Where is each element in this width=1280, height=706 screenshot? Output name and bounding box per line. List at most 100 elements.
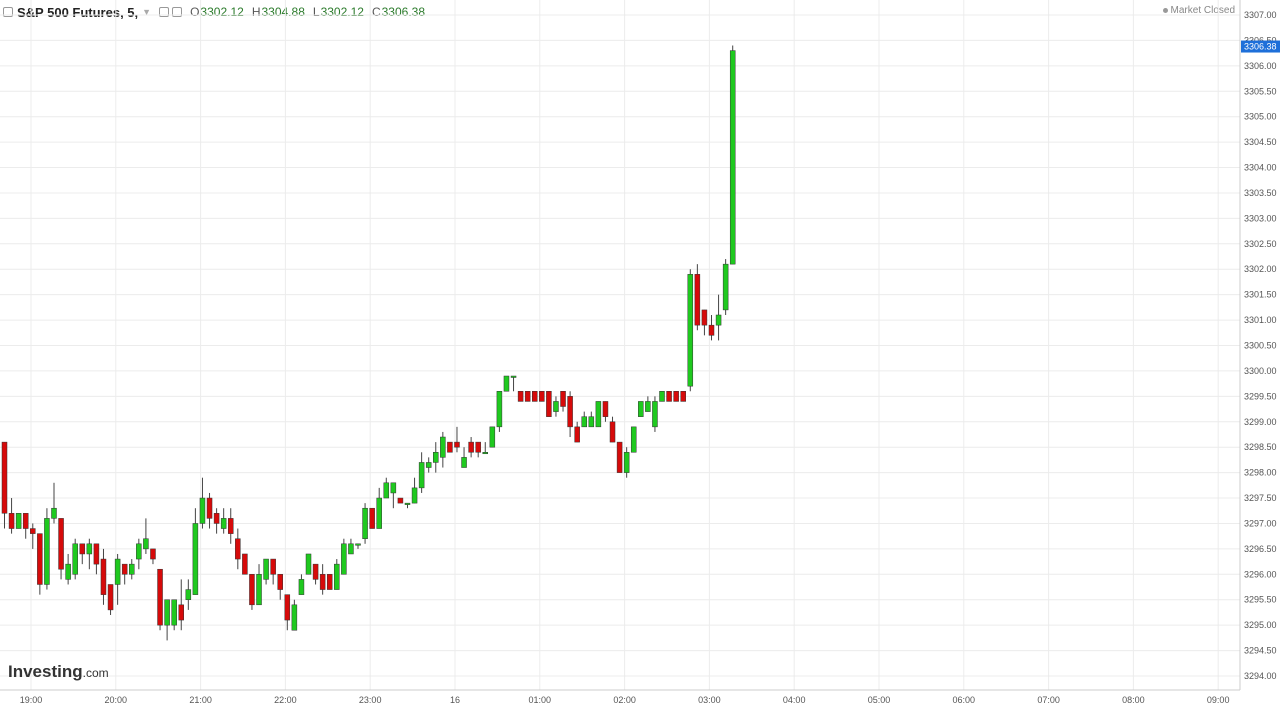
candle-body bbox=[72, 543, 78, 575]
candle-body bbox=[390, 482, 397, 494]
candle-body bbox=[588, 416, 595, 428]
candle-body bbox=[532, 391, 538, 402]
candle-body bbox=[136, 543, 142, 560]
candle-body bbox=[383, 482, 390, 499]
candle-body bbox=[312, 563, 319, 580]
y-tick-label: 3304.00 bbox=[1244, 163, 1277, 173]
candle-body bbox=[623, 452, 630, 473]
circle-icon[interactable] bbox=[172, 7, 183, 17]
candle-body bbox=[305, 553, 312, 575]
x-tick-label: 20:00 bbox=[105, 695, 128, 705]
x-tick-label: 22:00 bbox=[274, 695, 297, 705]
candle-body bbox=[468, 441, 474, 453]
candle-body bbox=[701, 309, 708, 326]
candle-body bbox=[524, 391, 531, 402]
candle-body bbox=[404, 502, 411, 505]
open-label: O bbox=[190, 5, 200, 19]
x-tick-label: 23:00 bbox=[359, 695, 382, 705]
candle-body bbox=[30, 528, 36, 534]
candle-body bbox=[553, 401, 559, 412]
candle-body bbox=[376, 497, 382, 529]
collapse-icon[interactable] bbox=[3, 7, 13, 17]
candle-body bbox=[369, 507, 375, 529]
candle-body bbox=[277, 574, 283, 590]
candle-body bbox=[574, 426, 580, 443]
candle-body bbox=[602, 401, 609, 417]
candle-body bbox=[270, 558, 276, 575]
candle-body bbox=[93, 543, 100, 565]
candle-body bbox=[680, 391, 686, 402]
candle-body bbox=[192, 523, 199, 595]
candle-body bbox=[235, 538, 241, 560]
y-tick-label: 3301.50 bbox=[1244, 290, 1277, 300]
candle-body bbox=[319, 574, 326, 590]
candle-body bbox=[178, 604, 184, 621]
high-label: H bbox=[251, 5, 261, 19]
y-tick-label: 3306.00 bbox=[1244, 61, 1277, 71]
candle-body bbox=[645, 401, 651, 412]
candle-body bbox=[517, 391, 524, 402]
settings-icon[interactable] bbox=[159, 7, 170, 17]
candle-body bbox=[355, 543, 361, 546]
x-tick-label: 19:00 bbox=[20, 695, 43, 705]
candle-body bbox=[150, 548, 156, 560]
y-tick-label: 3298.00 bbox=[1244, 468, 1277, 478]
candle-body bbox=[609, 421, 616, 443]
y-tick-label: 3300.50 bbox=[1244, 341, 1277, 351]
candle-body bbox=[65, 563, 71, 580]
candle-body bbox=[22, 513, 29, 529]
chevron-down-icon[interactable]: ▼ bbox=[142, 7, 152, 17]
candle-body bbox=[440, 436, 446, 458]
y-tick-label: 3294.50 bbox=[1244, 646, 1277, 656]
symbol-title[interactable]: S&P 500 Futures, 5, bbox=[17, 4, 139, 20]
candle-body bbox=[397, 497, 404, 504]
candle-body bbox=[143, 538, 149, 550]
x-tick-label: 01:00 bbox=[529, 695, 552, 705]
candle-body bbox=[638, 401, 644, 417]
candle-body bbox=[242, 553, 248, 575]
candle-body bbox=[100, 558, 107, 595]
candle-body bbox=[454, 441, 460, 448]
candle-body bbox=[298, 579, 305, 595]
candle-body bbox=[581, 416, 587, 428]
y-tick-label: 3307.00 bbox=[1244, 10, 1277, 20]
last-price-tag bbox=[1241, 40, 1280, 53]
y-tick-label: 3294.00 bbox=[1244, 671, 1277, 681]
candle-body bbox=[510, 375, 517, 378]
y-tick-label: 3302.50 bbox=[1244, 239, 1277, 249]
candle-body bbox=[86, 543, 93, 555]
x-tick-label: 03:00 bbox=[698, 695, 721, 705]
status-dot-icon bbox=[1162, 7, 1168, 13]
candle-body bbox=[447, 441, 453, 453]
candle-body bbox=[121, 563, 128, 575]
candle-body bbox=[227, 518, 234, 534]
candle-body bbox=[199, 497, 206, 524]
candle-body bbox=[171, 599, 177, 626]
candle-body bbox=[362, 507, 368, 539]
candle-body bbox=[433, 452, 439, 463]
y-tick-label: 3296.00 bbox=[1244, 569, 1277, 579]
candle-body bbox=[291, 604, 298, 631]
y-tick-label: 3305.50 bbox=[1244, 86, 1277, 96]
y-tick-label: 3306.50 bbox=[1244, 35, 1277, 45]
x-tick-label: 05:00 bbox=[868, 695, 891, 705]
y-tick-label: 3297.00 bbox=[1244, 518, 1277, 528]
candle-body bbox=[652, 401, 658, 428]
candle-body bbox=[715, 314, 722, 326]
candle-body bbox=[687, 274, 694, 387]
y-tick-label: 3295.50 bbox=[1244, 595, 1277, 605]
candle-body bbox=[15, 513, 22, 529]
candle-body bbox=[729, 50, 736, 265]
y-tick-label: 3298.50 bbox=[1244, 442, 1277, 452]
candle-body bbox=[503, 375, 510, 392]
x-tick-label: 07:00 bbox=[1037, 695, 1060, 705]
candle-body bbox=[560, 391, 566, 407]
x-tick-label: 06:00 bbox=[953, 695, 976, 705]
candle-body bbox=[8, 513, 15, 529]
market-status-text: Market Closed bbox=[1170, 5, 1235, 16]
candle-body bbox=[708, 324, 715, 336]
candle-body bbox=[249, 574, 255, 606]
last-price-label: 3306.38 bbox=[1244, 42, 1277, 52]
candle-body bbox=[461, 457, 467, 468]
